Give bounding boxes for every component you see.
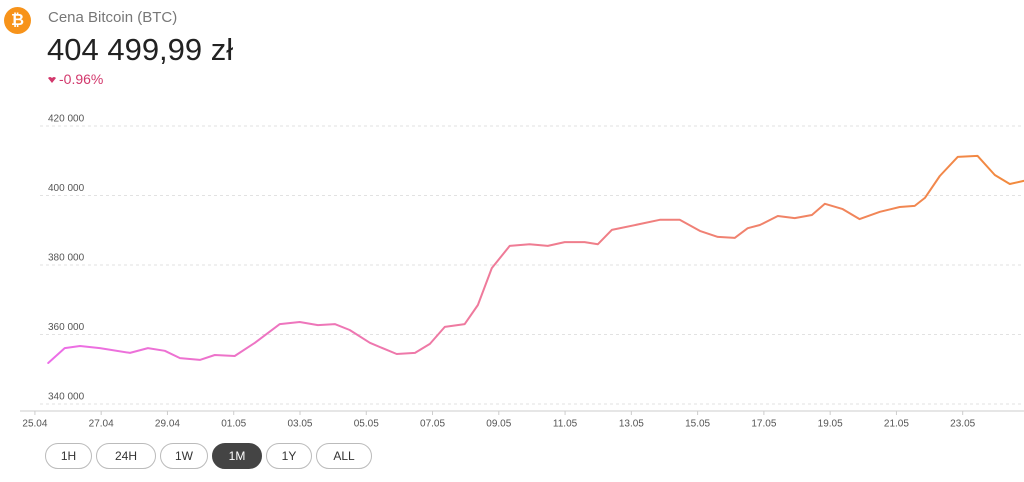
y-tick-label: 400 000 [48,183,85,194]
change-value: -0.96% [59,71,104,87]
range-button[interactable]: 1W [160,443,208,469]
x-tick-label: 17.05 [751,419,776,430]
range-button[interactable]: ALL [316,443,372,469]
y-tick-label: 360 000 [48,322,85,333]
x-tick-label: 23.05 [950,419,975,430]
chart: 340 000 360 000 380 000 400 000 420 000 25.04… [20,114,1024,430]
x-tick-label: 03.05 [287,419,312,430]
range-buttons: 1H 24H 1W 1M 1Y ALL [45,443,372,469]
coin-icon: ₿ [4,7,31,34]
y-tick-label: 380 000 [48,253,85,264]
y-tick-label: 420 000 [48,114,85,125]
x-tick-label: 07.05 [420,419,445,430]
down-icon [48,77,56,84]
range-button[interactable]: 1Y [266,443,312,469]
x-tick-label: 13.05 [619,419,644,430]
range-button[interactable]: 1H [45,443,92,469]
price: 404 499,99 zł [47,32,234,67]
x-tick-label: 21.05 [884,419,909,430]
change: -0.96% [48,71,103,87]
y-tick-label: 340 000 [48,392,85,403]
x-tick-label: 11.05 [553,419,578,430]
x-tick-label: 25.04 [22,419,47,430]
x-tick-label: 19.05 [818,419,843,430]
x-tick-label: 01.05 [221,419,246,430]
x-tick-label: 27.04 [89,419,114,430]
x-tick-label: 29.04 [155,419,180,430]
range-button[interactable]: 1M [212,443,262,469]
x-tick-label: 09.05 [486,419,511,430]
x-tick-label: 15.05 [685,419,710,430]
title: Cena Bitcoin (BTC) [48,9,178,26]
x-tick-label: 05.05 [354,419,379,430]
price-line [47,154,1024,364]
range-button[interactable]: 24H [96,443,156,469]
